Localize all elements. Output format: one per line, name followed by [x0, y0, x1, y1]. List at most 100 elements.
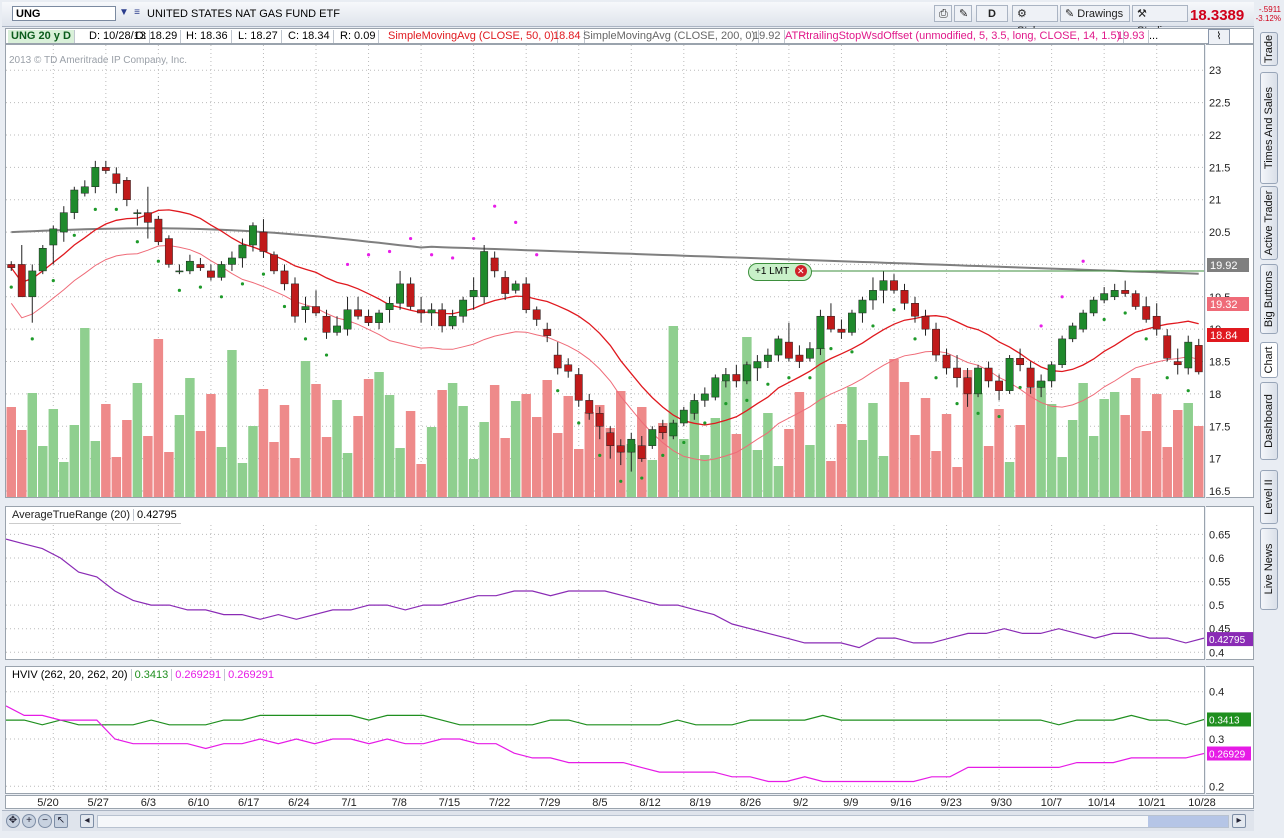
hviv-axis[interactable]: 0.4 0.3 0.2 0.3413 0.26929	[1206, 666, 1254, 794]
zoom-in-icon[interactable]: +	[22, 814, 36, 828]
pan-icon[interactable]: ✥	[6, 814, 20, 828]
candle-body	[532, 309, 541, 320]
hviv-header: HVIV (262, 20, 262, 20) 0.3413 0.269291 0.2…	[9, 667, 277, 683]
volume-bar	[805, 445, 815, 497]
volume-bar	[952, 467, 962, 497]
price-tag-label: 19.92	[1210, 260, 1238, 272]
volume-bar	[1015, 425, 1025, 497]
volume-bar	[59, 462, 69, 497]
zoom-out-icon[interactable]: −	[38, 814, 52, 828]
right-tab-times-and-sales[interactable]: Times And Sales	[1260, 72, 1278, 184]
candle-body	[890, 280, 898, 291]
hv-line	[6, 714, 1204, 726]
cursor-icon[interactable]: ↖	[54, 814, 68, 828]
candle-body	[827, 315, 835, 330]
volume-bar	[994, 409, 1004, 497]
volume-bar	[658, 423, 668, 497]
candle-body	[375, 312, 383, 323]
candle-body	[1121, 290, 1130, 294]
atr-pane[interactable]: AverageTrueRange (20) 0.42795	[5, 506, 1205, 660]
stop-dot	[303, 337, 308, 341]
volume-bar	[447, 383, 458, 497]
bar-date: D: 10/28/13	[86, 30, 150, 43]
volume-bar	[374, 372, 384, 497]
volume-bar	[206, 394, 216, 497]
volume-bar	[405, 411, 416, 497]
volume-bar	[815, 348, 826, 497]
pencil-icon: ✎	[1065, 8, 1078, 20]
symbol-link-icon[interactable]: ≡	[134, 7, 140, 18]
order-label: +1 LMT	[755, 266, 789, 277]
candle-body	[774, 338, 783, 356]
hviv-pane[interactable]: HVIV (262, 20, 262, 20) 0.3413 0.269291 0.2…	[5, 666, 1205, 794]
date-axis[interactable]: 5/20 5/27 6/3 6/10 6/17 6/24 7/1 7/8 7/15 7/22 7/2…	[5, 795, 1254, 809]
link-icon[interactable]: ✎	[954, 5, 972, 22]
volume-bar	[1183, 403, 1193, 497]
net-change: -.5911	[1258, 5, 1281, 14]
right-tab-trade[interactable]: Trade	[1260, 32, 1278, 66]
candle-body	[1173, 361, 1182, 366]
scrollbar-thumb[interactable]	[1148, 816, 1228, 827]
volume-bar	[500, 438, 510, 497]
volume-bar	[1036, 381, 1046, 497]
studies-button[interactable]: ⚒ Studies	[1132, 5, 1188, 37]
candle-body	[637, 445, 646, 459]
price-pane[interactable]: 2013 © TD Ameritrade IP Company, Inc. +1…	[5, 44, 1205, 498]
sma50-label[interactable]: SimpleMovingAvg (CLOSE, 50, 0)	[385, 30, 559, 43]
candle-body	[848, 312, 856, 333]
style-button[interactable]: ⚙ Style	[1012, 5, 1058, 37]
right-tab-chart[interactable]: Chart	[1260, 342, 1278, 378]
atr-label[interactable]: AverageTrueRange (20)	[9, 509, 135, 521]
right-tab-dashboard[interactable]: Dashboard	[1260, 382, 1278, 460]
hviv-label[interactable]: HVIV (262, 20, 262, 20)	[9, 669, 132, 681]
right-tab-big-buttons[interactable]: Big Buttons	[1260, 264, 1278, 334]
date-axis-tick: 6/10	[188, 797, 209, 808]
stop-dot	[472, 236, 476, 241]
scroll-right-icon[interactable]: ▸	[1232, 814, 1246, 828]
price-tag	[1207, 297, 1249, 311]
candle-body	[164, 238, 173, 265]
volume-bar	[731, 434, 742, 497]
atr-stop-label[interactable]: ATRtrailingStopWsdOffset (unmodified, 5,…	[782, 30, 1125, 43]
scroll-left-icon[interactable]: ◂	[80, 814, 94, 828]
atr-axis-svg: 0.650.60.550.50.450.40.42795	[1207, 529, 1253, 659]
chart-settings-icon[interactable]: ⌇	[1208, 29, 1230, 45]
volume-bar	[489, 385, 500, 497]
volume-bar	[679, 439, 689, 497]
more-studies[interactable]: ...	[1149, 30, 1159, 42]
atr-axis[interactable]: 0.65 0.6 0.55 0.5 0.45 0.4 0.42795	[1206, 506, 1254, 660]
sma200-value: 19.92	[750, 30, 785, 43]
sma200-label[interactable]: SimpleMovingAvg (CLOSE, 200, 0)	[580, 30, 760, 43]
order-marker[interactable]: +1 LMT ✕	[748, 263, 812, 281]
right-tab-live-news[interactable]: Live News	[1260, 528, 1278, 610]
volume-bar	[1151, 394, 1162, 497]
volume-bar	[101, 404, 111, 497]
hviv-chart-svg	[6, 685, 1204, 793]
timeframe-button[interactable]: D	[976, 5, 1008, 22]
period-label[interactable]: UNG 20 y D	[8, 30, 75, 43]
symbol-dropdown-icon[interactable]: ▼	[119, 7, 129, 18]
price-change: -.5911 -3.12%	[1251, 5, 1281, 23]
right-tab-label: Trade	[1263, 34, 1275, 64]
candle-body	[1089, 299, 1098, 314]
volume-bar	[721, 381, 731, 497]
candle-body	[606, 432, 615, 446]
candle-body	[1058, 338, 1067, 366]
price-axis[interactable]: 2322.52221.52120.52019.51918.51817.51716…	[1206, 44, 1254, 498]
hviv-axis-tick: 0.2	[1209, 781, 1224, 793]
candle-body	[953, 367, 961, 378]
right-tab-level-ii[interactable]: Level II	[1260, 470, 1278, 524]
drawings-button[interactable]: ✎ Drawings	[1060, 5, 1130, 22]
volume-bar	[1130, 378, 1141, 497]
date-axis-tick: 7/1	[341, 797, 356, 808]
cancel-order-icon[interactable]: ✕	[794, 265, 807, 277]
print-icon[interactable]: ⎙	[934, 5, 952, 22]
right-tab-active-trader[interactable]: Active Trader	[1260, 186, 1278, 260]
volume-bar	[878, 456, 889, 497]
volume-bar	[552, 433, 563, 497]
candle-body	[1110, 290, 1119, 298]
stop-dot	[640, 476, 644, 480]
symbol-input[interactable]: UNG	[12, 6, 116, 21]
time-scrollbar[interactable]	[97, 815, 1229, 828]
last-price: 18.3389	[1190, 7, 1245, 24]
